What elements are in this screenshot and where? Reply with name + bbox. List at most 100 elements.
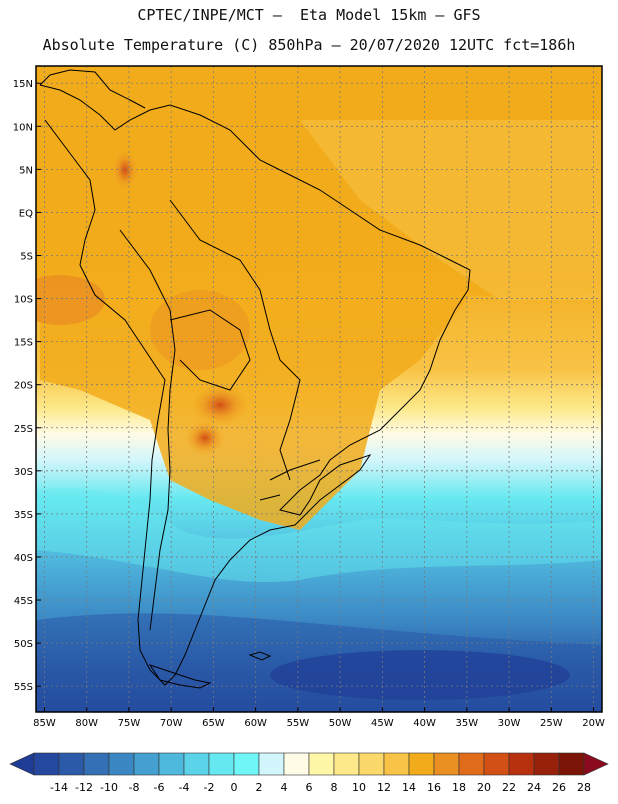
longitude-labels: 85W 80W 75W 70W 65W 60W 55W 50W 45W 40W 35W 30W 25W 2… [33, 707, 605, 729]
colorbar-label: -14 [50, 781, 68, 794]
colorbar-swatch [58, 752, 85, 776]
chaco-warm-spot [190, 383, 250, 427]
lat-label: 35S [14, 510, 33, 521]
colorbar-label: -4 [179, 781, 190, 794]
colorbar-label: -10 [100, 781, 118, 794]
colorbar-label: 18 [452, 781, 466, 794]
colorbar-swatch [333, 752, 360, 776]
lat-label: 5N [19, 165, 33, 176]
colorbar-swatch [433, 752, 460, 776]
colorbar-swatch [108, 752, 135, 776]
colorbar-label: 16 [427, 781, 441, 794]
argentina-warm-spot [185, 420, 225, 456]
colorbar-label: 14 [402, 781, 416, 794]
lat-label: 15N [13, 79, 33, 90]
colorbar-svg: -14 -12 -10 -8 -6 -4 -2 0 2 4 6 8 10 12 14 16 18 20 22 24 26… [9, 752, 609, 794]
central-america-coastline [39, 69, 146, 109]
colorbar-swatch [33, 752, 60, 776]
temperature-map: 15N 10N 5N EQ 5S 10S 15S 20S 25S 30S 35S 40S 45S 50S 5… [13, 65, 605, 729]
colorbar-label: -2 [204, 781, 215, 794]
lat-label: 10N [13, 122, 33, 133]
lon-label: 50W [329, 718, 352, 729]
map-frame [35, 65, 603, 713]
colorbar-label: 0 [231, 781, 238, 794]
andes-border [119, 229, 176, 631]
map-title-line1: CPTEC/INPE/MCT – Eta Model 15km – GFS [137, 6, 481, 24]
colorbar-label: 22 [502, 781, 516, 794]
lon-label: 55W [287, 718, 310, 729]
colorbar-swatch [158, 752, 185, 776]
lon-label: 70W [160, 718, 183, 729]
colorbar-swatch [83, 752, 110, 776]
lon-label: 30W [498, 718, 521, 729]
lon-label: 25W [540, 718, 563, 729]
river-plate [259, 459, 321, 501]
south-america-coastline [39, 84, 471, 686]
lat-label: 15S [14, 338, 33, 349]
temperature-field [36, 66, 602, 712]
lon-label: 35W [456, 718, 479, 729]
colorbar-swatch [383, 752, 410, 776]
lat-label: 10S [14, 295, 33, 306]
colorbar-label: 6 [306, 781, 313, 794]
colorbar-label: 4 [281, 781, 288, 794]
lat-label: 30S [14, 467, 33, 478]
lat-label: 20S [14, 381, 33, 392]
atlantic-warm-field [300, 120, 602, 300]
map-title-line2: Absolute Temperature (C) 850hPa – 20/07/… [42, 36, 576, 54]
colorbar-legend: -14 -12 -10 -8 -6 -4 -2 0 2 4 6 8 10 12 14 16 18 20 22 24 26… [0, 745, 618, 800]
colorbar-label: -12 [75, 781, 93, 794]
lat-label: 55S [14, 682, 33, 693]
colorbar-label: 28 [577, 781, 591, 794]
lon-label: 65W [202, 718, 225, 729]
colorbar-arrow-high [583, 752, 609, 776]
latitude-labels: 15N 10N 5N EQ 5S 10S 15S 20S 25S 30S 35S 40S 45S 50S 5… [13, 79, 41, 693]
coastlines-and-borders [39, 69, 471, 689]
colorbar-swatch [233, 752, 260, 776]
colorbar-label: -6 [154, 781, 165, 794]
colorbar-label: -8 [129, 781, 140, 794]
brazil-border [169, 199, 301, 481]
colorbar-swatch [408, 752, 435, 776]
pacific-warm-patch [36, 275, 105, 325]
colorbar-swatch [558, 752, 585, 776]
colorbar-swatch [283, 752, 310, 776]
colorbar-swatch [483, 752, 510, 776]
lat-label: EQ [19, 208, 33, 219]
map-panel: 15N 10N 5N EQ 5S 10S 15S 20S 25S 30S 35S 40S 45S 50S 5… [0, 60, 618, 750]
lon-label: 45W [371, 718, 394, 729]
southern-cold-core [270, 650, 570, 700]
colorbar-swatch [458, 752, 485, 776]
colorbar-label: 26 [552, 781, 566, 794]
lon-label: 85W [33, 718, 56, 729]
colorbar-swatch [183, 752, 210, 776]
colorbar-swatch [358, 752, 385, 776]
tierra-del-fuego [148, 664, 212, 689]
bolivia-paraguay-border [169, 309, 251, 391]
colorbar-swatch [208, 752, 235, 776]
andes-warm-spot-north [111, 148, 139, 192]
colorbar-arrow-low [9, 752, 35, 776]
colorbar-label: 20 [477, 781, 491, 794]
colorbar-swatch [258, 752, 285, 776]
colorbar-swatch [308, 752, 335, 776]
lon-label: 20W [582, 718, 605, 729]
colorbar-label: 12 [377, 781, 391, 794]
colorbar-swatch [133, 752, 160, 776]
cold-front-band [36, 488, 602, 583]
lat-label: 40S [14, 553, 33, 564]
lat-label: 25S [14, 424, 33, 435]
colorbar-swatch [533, 752, 560, 776]
malvinas-islands [248, 651, 272, 661]
lon-label: 75W [118, 718, 141, 729]
colorbar-label: 24 [527, 781, 541, 794]
lat-label: 50S [14, 639, 33, 650]
colorbar-label: 2 [256, 781, 263, 794]
lon-label: 80W [75, 718, 98, 729]
lat-label: 45S [14, 596, 33, 607]
colorbar-label: 10 [352, 781, 366, 794]
lat-label: 5S [20, 251, 33, 262]
lon-label: 60W [244, 718, 267, 729]
lat-lon-grid [36, 66, 602, 712]
colorbar-swatch [508, 752, 535, 776]
